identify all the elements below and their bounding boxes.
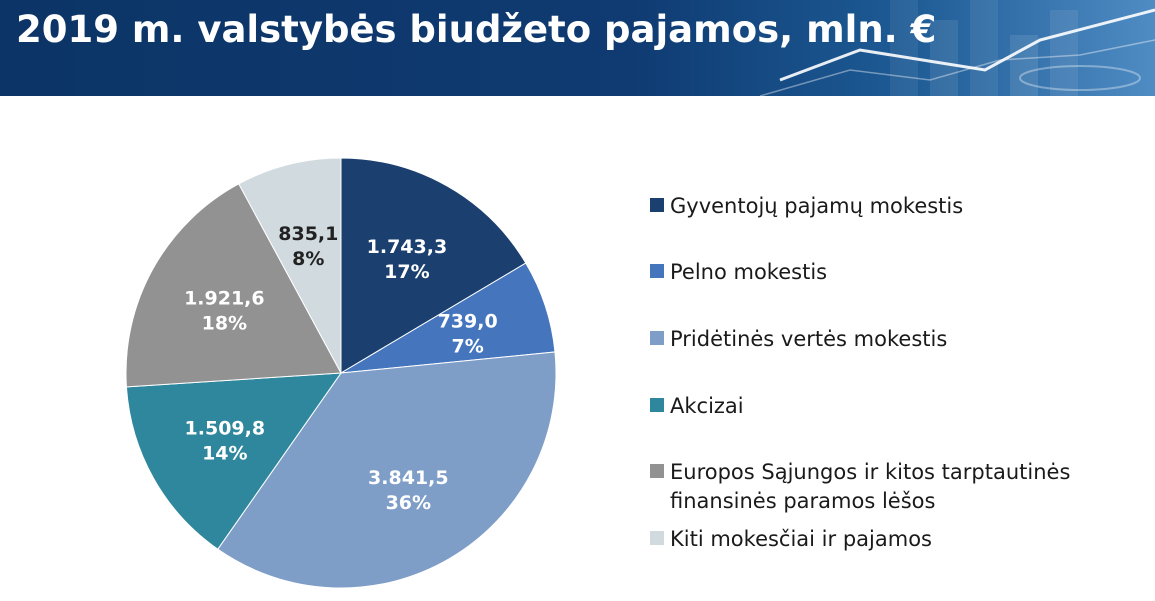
percent-label: 7% xyxy=(452,335,484,357)
legend-item-5: Europos Sąjungos ir kitos tarptautinės f… xyxy=(650,458,1070,516)
value-label: 1.509,8 xyxy=(185,417,266,439)
pie-slice-pridetines-vertes-mokestis xyxy=(217,351,557,589)
data-label-2: 739,0 7% xyxy=(438,310,498,357)
legend-label: Akcizai xyxy=(670,394,744,418)
legend-label: Pelno mokestis xyxy=(670,260,828,284)
data-label-1: 1.743,3 17% xyxy=(367,236,448,283)
value-label: 835,1 xyxy=(278,223,338,245)
data-label-6: 835,1 8% xyxy=(278,223,338,270)
value-label: 739,0 xyxy=(438,310,498,332)
value-label: 1.921,6 xyxy=(184,287,265,309)
percent-label: 17% xyxy=(384,261,429,283)
data-label-4: 1.509,8 14% xyxy=(185,417,266,464)
page-title: 2019 m. valstybės biudžeto pajamos, mln.… xyxy=(16,8,937,51)
legend-swatch xyxy=(650,531,664,545)
pie-slice-akcizai xyxy=(125,372,343,550)
budget-revenue-pie-chart: 1.743,3 17% 739,0 7% 3.841,5 36% 1.509,8 14% 1.9… xyxy=(125,157,557,589)
percent-label: 8% xyxy=(292,248,324,270)
legend-item-4: Akcizai xyxy=(650,392,744,421)
value-label: 1.743,3 xyxy=(367,236,448,258)
legend-item-1: Gyventojų pajamų mokestis xyxy=(650,192,963,221)
legend-swatch xyxy=(650,264,664,278)
legend-label: Kiti mokesčiai ir pajamos xyxy=(670,527,932,551)
percent-label: 36% xyxy=(386,492,431,514)
legend-item-3: Pridėtinės vertės mokestis xyxy=(650,325,947,354)
legend-label: Gyventojų pajamų mokestis xyxy=(670,194,964,218)
legend-label: Pridėtinės vertės mokestis xyxy=(670,327,948,351)
legend-swatch xyxy=(650,464,664,478)
data-label-5: 1.921,6 18% xyxy=(184,287,265,334)
legend-label: Europos Sąjungos ir kitos tarptautinės f… xyxy=(670,460,1071,513)
value-label: 3.841,5 xyxy=(368,467,449,489)
legend-swatch xyxy=(650,331,664,345)
legend-item-6: Kiti mokesčiai ir pajamos xyxy=(650,525,932,554)
legend-item-2: Pelno mokestis xyxy=(650,258,827,287)
pie-slice-kiti-mokesciai-ir-pajamos xyxy=(238,157,342,374)
percent-label: 14% xyxy=(202,442,247,464)
percent-label: 18% xyxy=(202,312,247,334)
pie-slice-europos-sajungos-ir-kitos-tarp xyxy=(125,183,342,388)
banner-decoration xyxy=(759,0,1155,96)
title-banner: 2019 m. valstybės biudžeto pajamos, mln.… xyxy=(0,0,1155,96)
data-label-3: 3.841,5 36% xyxy=(368,467,449,514)
legend-swatch xyxy=(650,198,664,212)
legend-swatch xyxy=(650,398,664,412)
pie-slice-gyventoju-pajamu-mokestis xyxy=(340,157,527,374)
